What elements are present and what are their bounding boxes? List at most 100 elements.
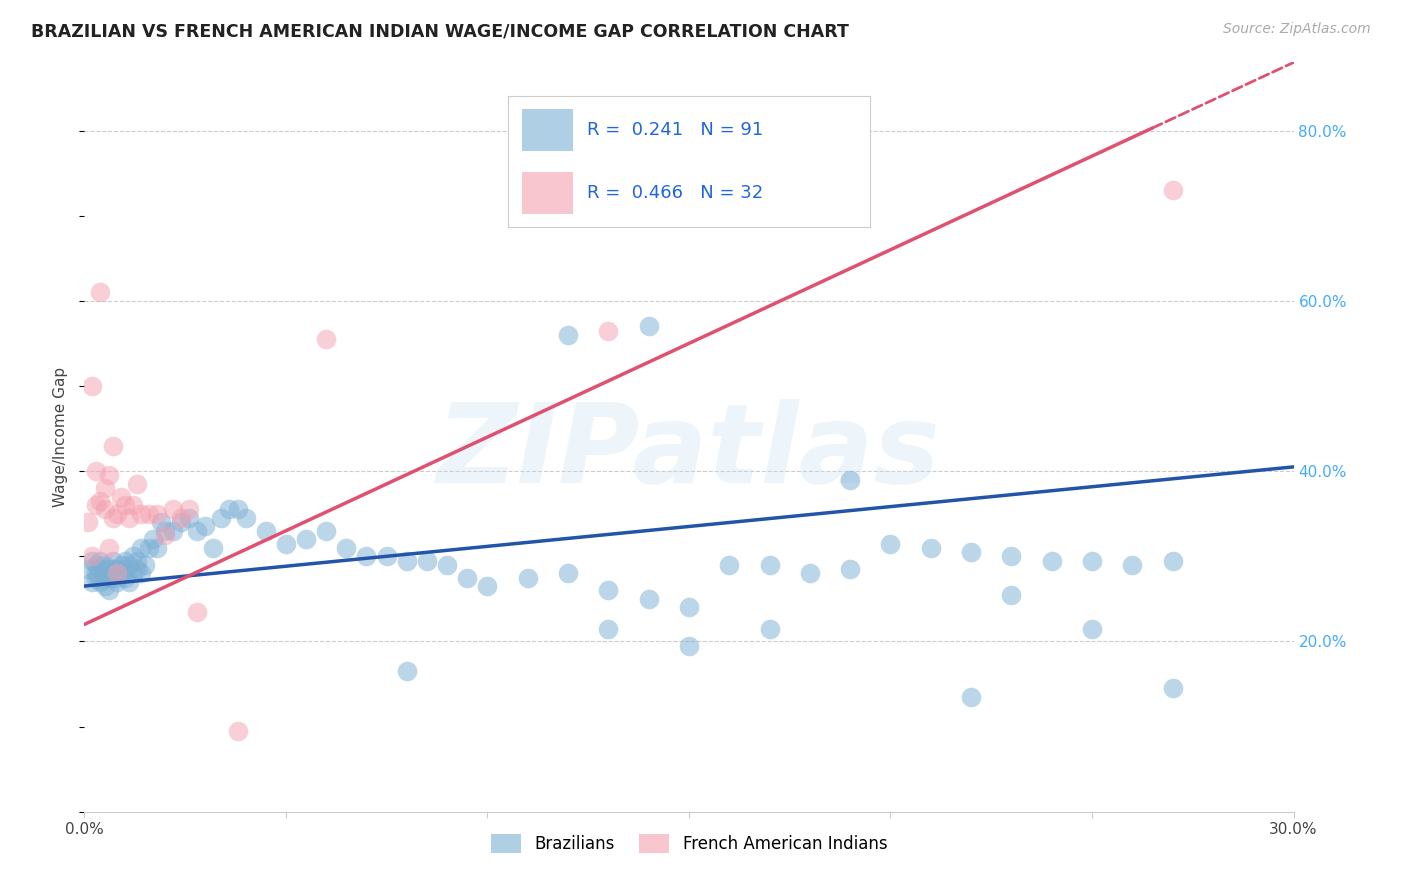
Point <box>125 553 148 567</box>
Point <box>121 566 143 581</box>
Point <box>395 553 418 567</box>
Point <box>125 476 148 491</box>
Point <box>93 558 115 572</box>
Point <box>129 566 152 581</box>
Point <box>101 562 124 576</box>
Point <box>146 541 169 555</box>
Point <box>142 533 165 547</box>
Point <box>153 528 176 542</box>
Point <box>77 515 100 529</box>
Point <box>637 319 659 334</box>
Point <box>146 507 169 521</box>
Point <box>218 502 240 516</box>
Point <box>105 562 128 576</box>
Point <box>960 690 983 704</box>
Point <box>93 481 115 495</box>
Point <box>1081 622 1104 636</box>
Text: Source: ZipAtlas.com: Source: ZipAtlas.com <box>1223 22 1371 37</box>
Point <box>598 324 620 338</box>
Point <box>758 558 780 572</box>
Text: BRAZILIAN VS FRENCH AMERICAN INDIAN WAGE/INCOME GAP CORRELATION CHART: BRAZILIAN VS FRENCH AMERICAN INDIAN WAGE… <box>31 22 849 40</box>
Point <box>598 583 620 598</box>
Point <box>315 524 337 538</box>
Point <box>82 553 104 567</box>
Point <box>637 591 659 606</box>
Point <box>105 574 128 589</box>
Point <box>356 549 378 564</box>
Point <box>97 571 120 585</box>
Point <box>105 507 128 521</box>
Point <box>89 562 111 576</box>
Point <box>82 549 104 564</box>
Point <box>101 511 124 525</box>
Point <box>179 502 201 516</box>
Point <box>97 562 120 576</box>
Point <box>1161 553 1184 567</box>
Point <box>110 490 132 504</box>
Point <box>295 533 318 547</box>
Point <box>93 579 115 593</box>
Point <box>93 571 115 585</box>
Point <box>1000 588 1022 602</box>
Point <box>105 571 128 585</box>
Point <box>121 549 143 564</box>
Point <box>97 541 120 555</box>
Point <box>121 498 143 512</box>
Point <box>134 558 156 572</box>
Point <box>839 562 862 576</box>
Point <box>114 553 136 567</box>
Point <box>202 541 225 555</box>
Point <box>235 511 257 525</box>
Point <box>118 511 141 525</box>
Point <box>129 541 152 555</box>
Point <box>1121 558 1143 572</box>
Point <box>149 515 172 529</box>
Point <box>758 622 780 636</box>
Point <box>93 502 115 516</box>
Point <box>86 464 108 478</box>
Point <box>718 558 741 572</box>
Point <box>839 473 862 487</box>
Point <box>799 566 821 581</box>
Point <box>254 524 277 538</box>
Point <box>118 574 141 589</box>
Point <box>477 579 499 593</box>
Point <box>125 562 148 576</box>
Point <box>194 519 217 533</box>
Point <box>186 524 208 538</box>
Text: ZIPatlas: ZIPatlas <box>437 399 941 506</box>
Point <box>170 511 193 525</box>
Point <box>82 574 104 589</box>
Point <box>335 541 357 555</box>
Point <box>89 553 111 567</box>
Point <box>209 511 232 525</box>
Point <box>170 515 193 529</box>
Point <box>879 536 901 550</box>
Point <box>179 511 201 525</box>
Point <box>101 553 124 567</box>
Point <box>456 571 478 585</box>
Point <box>375 549 398 564</box>
Point <box>186 605 208 619</box>
Point <box>1040 553 1063 567</box>
Point <box>93 566 115 581</box>
Point <box>86 558 108 572</box>
Point <box>557 566 579 581</box>
Point <box>1161 681 1184 696</box>
Point <box>105 566 128 581</box>
Point <box>226 723 249 738</box>
Point <box>86 571 108 585</box>
Point <box>138 541 160 555</box>
Point <box>920 541 942 555</box>
Point <box>416 553 439 567</box>
Point <box>89 494 111 508</box>
Legend: Brazilians, French American Indians: Brazilians, French American Indians <box>484 827 894 860</box>
Point <box>1081 553 1104 567</box>
Point <box>516 571 538 585</box>
Point <box>101 439 124 453</box>
Point <box>678 600 700 615</box>
Point <box>110 566 132 581</box>
Point <box>110 558 132 572</box>
Point <box>118 558 141 572</box>
Point <box>153 524 176 538</box>
